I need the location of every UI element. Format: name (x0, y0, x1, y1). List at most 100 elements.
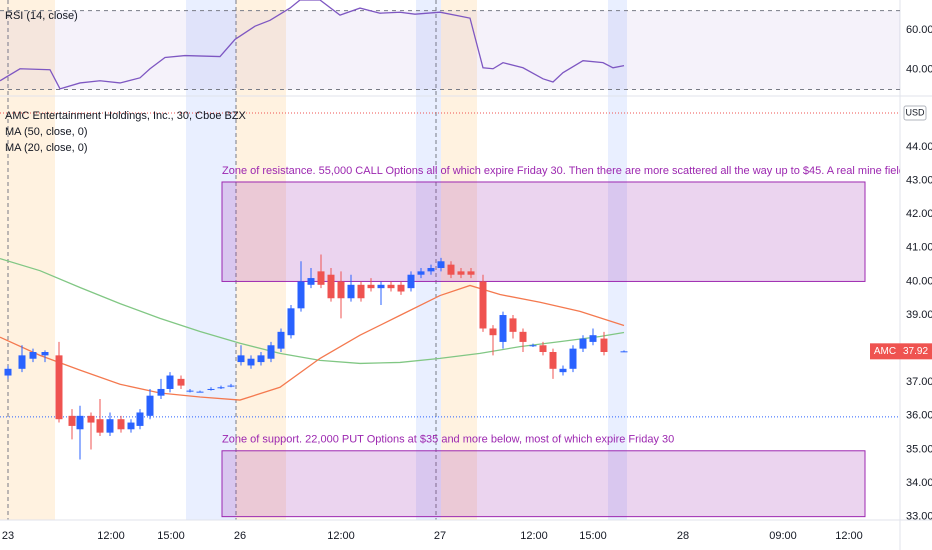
candle-body (519, 331, 527, 342)
candle-body (307, 278, 315, 285)
y-tick-label: 44.00 (906, 141, 932, 153)
y-tick-label: 40.00 (906, 64, 932, 76)
candle-body (136, 412, 144, 426)
chart-title: AMC Entertainment Holdings, Inc., 30, Cb… (5, 110, 247, 122)
candle-body (499, 315, 507, 342)
legend-label: MA (50, close, 0) (5, 126, 88, 138)
x-tick-label: 27 (434, 530, 446, 542)
candle-body (457, 271, 465, 275)
last-price-bg (900, 343, 932, 360)
candle-body (539, 345, 547, 352)
candle-body (217, 387, 225, 389)
candle-body (367, 284, 375, 289)
candle-body (467, 271, 475, 275)
session-band (441, 0, 477, 520)
last-price-symbol-bg (870, 343, 900, 360)
candle-body (117, 419, 125, 430)
last-price-label: 37.92 (903, 346, 928, 357)
candle-body (529, 345, 537, 347)
x-tick-label: 28 (677, 530, 689, 542)
candle-body (437, 261, 445, 268)
currency-label: USD (905, 107, 925, 117)
candle-body (407, 274, 415, 289)
candle-body (287, 308, 295, 336)
candle-body (186, 390, 194, 392)
x-tick-label: 12:00 (520, 530, 548, 542)
legend-label: RSI (14, close) (5, 10, 78, 22)
last-price-symbol: AMC (874, 346, 896, 357)
legend: RSI (14, close) MA (50, close, 0) MA (20, … (5, 10, 247, 154)
x-tick-label: 12:00 (835, 530, 863, 542)
session-band (608, 0, 627, 520)
y-tick-label: 35.00 (906, 443, 932, 455)
candle-body (559, 368, 567, 373)
candle-body (357, 284, 365, 299)
candle-body (196, 391, 204, 393)
candle-body (347, 284, 355, 299)
candle-body (479, 281, 487, 329)
candle-body (76, 415, 84, 430)
candle-body (87, 415, 95, 423)
y-tick-label: 36.00 (906, 410, 932, 422)
candle-body (579, 338, 587, 349)
zone-label: Zone of resistance. 55,000 CALL Options … (222, 165, 908, 177)
y-tick-label: 42.00 (906, 208, 932, 220)
candle-body (549, 352, 557, 369)
candle-body (317, 271, 325, 285)
zone-box (221, 450, 866, 518)
candle-body (569, 348, 577, 369)
session-band (186, 0, 236, 520)
zone-box (221, 181, 866, 282)
session-band (0, 0, 55, 520)
candle-body (227, 385, 235, 387)
y-tick-label: 43.00 (906, 175, 932, 187)
y-tick-label: 41.00 (906, 242, 932, 254)
candle-body (257, 355, 265, 363)
candle-body (55, 355, 63, 420)
y-tick-label: 39.00 (906, 309, 932, 321)
candle-body (277, 331, 285, 349)
x-tick-label: 26 (234, 530, 246, 542)
x-tick-label: 23 (2, 530, 14, 542)
candle-body (397, 284, 405, 292)
candle-body (177, 378, 185, 386)
session-band (416, 0, 441, 520)
candle-body (297, 281, 305, 309)
zone-label: Zone of support. 22,000 PUT Options at $… (222, 434, 674, 446)
rsi-pane (0, 0, 900, 90)
candle-body (337, 281, 345, 299)
candle-body (96, 419, 104, 433)
candle-body (589, 335, 597, 342)
candle-body (447, 264, 455, 275)
candle-body (387, 284, 395, 289)
candle-body (267, 345, 275, 359)
currency-badge (903, 105, 927, 121)
x-tick-label: 12:00 (327, 530, 355, 542)
candle-body (146, 395, 154, 416)
candle-body (166, 375, 174, 389)
price-pane: Zone of resistance. 55,000 CALL Options … (0, 165, 908, 518)
candle-body (489, 328, 497, 336)
x-tick-label: 15:00 (157, 530, 185, 542)
y-tick-label: 40.00 (906, 275, 932, 287)
candle-body (600, 338, 608, 352)
candle-body (106, 419, 114, 433)
rsi-band (0, 10, 900, 90)
candle-body (68, 415, 76, 426)
candle-body (4, 368, 12, 376)
legend-label: MA (20, close, 0) (5, 142, 88, 154)
session-bands (0, 0, 627, 520)
candle-body (620, 351, 628, 353)
y-tick-label: 33.00 (906, 511, 932, 523)
y-tick-label: 37.00 (906, 376, 932, 388)
moving-average (0, 284, 625, 401)
candle-body (509, 318, 517, 332)
x-tick-label: 15:00 (579, 530, 607, 542)
rsi-line (0, 0, 625, 90)
candle-body (247, 358, 255, 366)
y-tick-label: 34.00 (906, 477, 932, 489)
axes: 40.0060.0033.0034.0035.0036.0037.0038.00… (2, 24, 932, 542)
y-tick-label: 60.00 (906, 24, 932, 36)
